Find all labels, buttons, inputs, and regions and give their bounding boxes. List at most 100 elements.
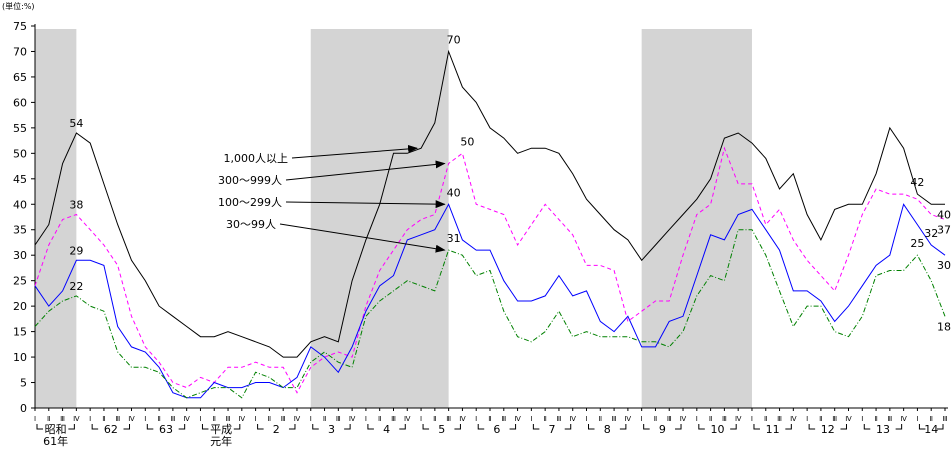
year-label: 11 xyxy=(766,423,780,436)
y-tick-label: 50 xyxy=(13,147,27,160)
quarter-label: Ⅲ xyxy=(501,415,506,423)
year-bracket xyxy=(895,424,903,430)
year-bracket xyxy=(643,424,650,430)
quarter-label: Ⅰ xyxy=(641,415,643,423)
quarter-label: Ⅱ xyxy=(378,415,381,423)
quarter-label: Ⅱ xyxy=(488,415,491,423)
quarter-label: Ⅱ xyxy=(102,415,105,423)
year-bracket xyxy=(808,424,816,430)
quarter-label: Ⅲ xyxy=(887,415,892,423)
year-bracket xyxy=(937,424,944,430)
y-tick-label: 35 xyxy=(13,224,27,237)
y-tick-label: 55 xyxy=(13,122,27,135)
year-bracket xyxy=(477,424,485,430)
quarter-label: Ⅰ xyxy=(365,415,367,423)
quarter-label: Ⅳ xyxy=(459,415,466,423)
quarter-label: Ⅳ xyxy=(735,415,742,423)
quarter-label: Ⅲ xyxy=(722,415,727,423)
quarter-label: Ⅰ xyxy=(144,415,146,423)
year-bracket xyxy=(233,424,241,430)
legend: 1,000人以上 300～999人 100～299人 30～99人 xyxy=(218,144,446,253)
data-label-s100: 29 xyxy=(69,244,83,257)
quarter-label: Ⅲ xyxy=(446,415,451,423)
year-label: 62 xyxy=(104,423,118,436)
quarter-label: Ⅳ xyxy=(900,415,907,423)
quarter-label: Ⅲ xyxy=(60,415,65,423)
quarter-label: Ⅲ xyxy=(281,415,286,423)
y-tick-label: 30 xyxy=(13,249,27,262)
data-label-s100: 40 xyxy=(447,186,461,199)
year-label: 9 xyxy=(659,423,666,436)
quarter-label: Ⅲ xyxy=(667,415,672,423)
quarter-label: Ⅱ xyxy=(213,415,216,423)
year-label: 8 xyxy=(604,423,611,436)
quarter-label: Ⅳ xyxy=(569,415,576,423)
quarter-label: Ⅱ xyxy=(543,415,546,423)
quarter-label: Ⅱ xyxy=(599,415,602,423)
y-tick-label: 25 xyxy=(13,275,27,288)
quarter-label: Ⅰ xyxy=(916,415,918,423)
y-tick-label: 20 xyxy=(13,300,27,313)
quarter-label: Ⅰ xyxy=(585,415,587,423)
quarter-label: Ⅲ xyxy=(777,415,782,423)
quarter-label: Ⅰ xyxy=(751,415,753,423)
quarter-label: Ⅱ xyxy=(268,415,271,423)
quarter-label: Ⅱ xyxy=(929,415,932,423)
year-bracket xyxy=(68,424,75,430)
year-bracket xyxy=(36,424,43,430)
year-label: 12 xyxy=(821,423,835,436)
year-label: 3 xyxy=(328,423,335,436)
data-label-s30: 31 xyxy=(447,232,461,245)
quarter-label: Ⅳ xyxy=(349,415,356,423)
quarter-label: Ⅳ xyxy=(73,415,80,423)
y-tick-label: 0 xyxy=(20,402,27,415)
data-label-s1000: 42 xyxy=(910,176,924,189)
year-bracket xyxy=(863,424,871,430)
legend-arrow-s1000 xyxy=(291,144,419,159)
y-tick-label: 65 xyxy=(13,71,27,84)
quarter-label: Ⅳ xyxy=(845,415,852,423)
quarter-label: Ⅲ xyxy=(943,415,948,423)
axes xyxy=(34,24,948,409)
y-tick-label: 45 xyxy=(13,173,27,186)
year-label: 14 xyxy=(924,423,938,436)
quarter-label: Ⅰ xyxy=(34,415,36,423)
data-label-s100: 30 xyxy=(937,259,951,272)
data-label-s300: 38 xyxy=(69,198,83,211)
quarter-label: Ⅲ xyxy=(612,415,617,423)
quarter-label: Ⅱ xyxy=(323,415,326,423)
data-label-s30: 18 xyxy=(937,320,951,333)
legend-label-s1000: 1,000人以上 xyxy=(224,152,289,165)
data-label-s1000: 54 xyxy=(69,117,83,130)
year-bracket xyxy=(730,424,737,430)
year-bracket xyxy=(367,424,374,430)
quarter-label: Ⅰ xyxy=(199,415,201,423)
quarter-label: Ⅱ xyxy=(709,415,712,423)
y-tick-label: 15 xyxy=(13,326,27,339)
data-label-s30: 25 xyxy=(910,237,924,250)
year-bracket xyxy=(344,424,351,430)
quarter-label: Ⅱ xyxy=(874,415,877,423)
year-bracket xyxy=(91,424,99,430)
year-label: 6 xyxy=(493,423,500,436)
year-bracket xyxy=(509,424,517,430)
quarter-label: Ⅳ xyxy=(239,415,246,423)
unit-label: (単位:%) xyxy=(2,1,35,11)
quarter-label: Ⅳ xyxy=(128,415,135,423)
quarter-label: Ⅳ xyxy=(404,415,411,423)
series-line-s100 xyxy=(34,203,946,399)
quarter-label: Ⅰ xyxy=(806,415,808,423)
quarter-label: Ⅰ xyxy=(530,415,532,423)
year-bracket xyxy=(312,424,319,430)
year-bracket xyxy=(564,424,572,430)
year-bracket xyxy=(454,424,461,430)
quarter-label: Ⅱ xyxy=(157,415,160,423)
quarter-label: Ⅳ xyxy=(183,415,190,423)
quarter-label: Ⅳ xyxy=(294,415,301,423)
data-label-s30: 22 xyxy=(69,280,83,293)
quarter-label: Ⅰ xyxy=(89,415,91,423)
quarter-label: Ⅱ xyxy=(819,415,822,423)
legend-arrow-s100 xyxy=(285,200,446,209)
quarter-label: Ⅱ xyxy=(433,415,436,423)
